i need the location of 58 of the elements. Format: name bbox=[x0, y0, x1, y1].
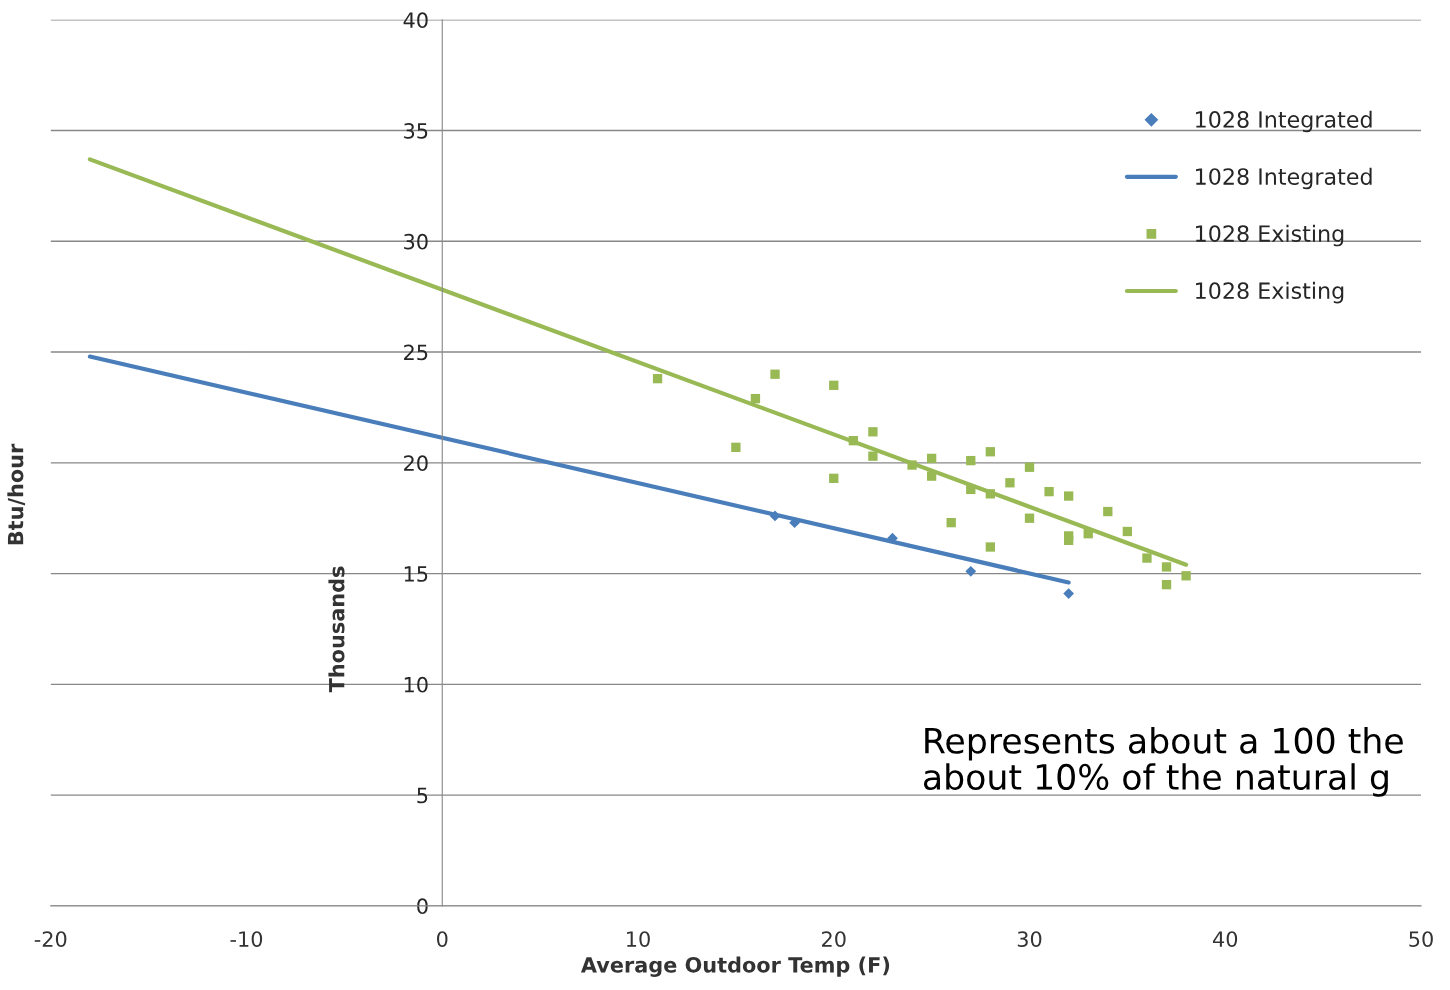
x-tick-label: 10 bbox=[627, 931, 650, 947]
point bbox=[1063, 491, 1074, 501]
point bbox=[1024, 462, 1035, 472]
y-tick-label: 0 bbox=[417, 898, 428, 915]
point bbox=[985, 542, 996, 552]
legend-label: 1028 Existing bbox=[1196, 224, 1344, 247]
annotation: Represents about a 100 the about 10% of the natural g bbox=[923, 726, 1403, 797]
y-tick-label: 35 bbox=[404, 123, 428, 139]
point bbox=[1044, 486, 1054, 497]
point bbox=[1142, 553, 1152, 563]
point bbox=[926, 453, 937, 464]
point bbox=[985, 489, 996, 499]
point bbox=[985, 447, 996, 457]
annotation: Thousands bbox=[328, 566, 345, 693]
y-tick-label: 10 bbox=[404, 676, 428, 693]
x-tick-label: -10 bbox=[230, 931, 263, 947]
x-tick-label: 40 bbox=[1213, 931, 1238, 947]
legend-label: 1028 Integrated bbox=[1196, 167, 1372, 190]
x-tick-label: 50 bbox=[1409, 931, 1433, 947]
y-tick-label: 40 bbox=[403, 12, 428, 29]
point bbox=[652, 373, 663, 384]
point bbox=[1161, 562, 1172, 572]
point bbox=[1103, 506, 1113, 517]
point bbox=[1122, 526, 1133, 537]
x-tick-label: 30 bbox=[1017, 931, 1042, 947]
x-axis-title: Average Outdoor Temp (F) bbox=[580, 956, 890, 977]
point bbox=[1063, 535, 1074, 546]
y-tick-label: 30 bbox=[404, 233, 428, 250]
point bbox=[1063, 588, 1075, 599]
point bbox=[1024, 513, 1035, 523]
x-tick-label: -20 bbox=[34, 931, 67, 947]
point bbox=[868, 451, 878, 461]
point bbox=[731, 442, 741, 452]
point bbox=[1181, 571, 1191, 581]
y-axis-title: Btu/hour bbox=[7, 443, 26, 545]
y-tick-label: 25 bbox=[404, 344, 428, 361]
point bbox=[1005, 478, 1015, 488]
x-tick-label: 0 bbox=[437, 931, 448, 947]
y-tick-label: 15 bbox=[404, 566, 428, 582]
point bbox=[868, 427, 878, 437]
point bbox=[966, 484, 976, 495]
point bbox=[965, 565, 977, 577]
point bbox=[770, 369, 780, 379]
point bbox=[829, 380, 839, 390]
point bbox=[926, 471, 937, 481]
point bbox=[750, 393, 761, 404]
point bbox=[966, 455, 976, 466]
legend-label: 1028 Existing bbox=[1196, 281, 1344, 304]
point bbox=[946, 517, 956, 528]
y-tick-label: 5 bbox=[417, 787, 428, 804]
legend-label: 1028 Integrated bbox=[1196, 110, 1372, 133]
y-tick-label: 20 bbox=[404, 455, 428, 472]
x-tick-label: 20 bbox=[822, 931, 846, 947]
point bbox=[848, 436, 858, 446]
point bbox=[1083, 529, 1093, 539]
point bbox=[907, 460, 917, 470]
point bbox=[1161, 580, 1172, 590]
point bbox=[829, 473, 839, 483]
